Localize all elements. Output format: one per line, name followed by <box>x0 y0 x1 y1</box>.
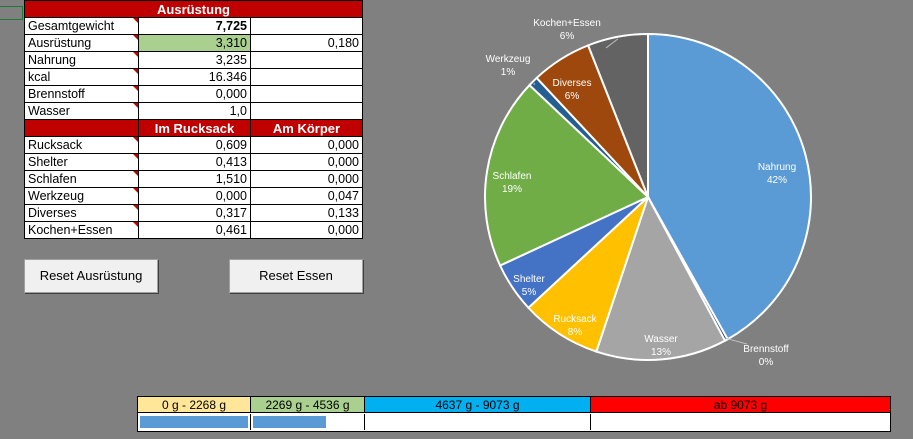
pie-label-percent: 0% <box>759 357 774 368</box>
row-value-2[interactable]: 0,180 <box>250 34 363 52</box>
pie-label-percent: 13% <box>651 347 671 358</box>
row-value-1[interactable]: 0,317 <box>138 204 251 222</box>
range-label-4: ab 9073 g <box>713 398 768 412</box>
table-title-row: Ausrüstung <box>24 0 363 18</box>
row-label[interactable]: Ausrüstung <box>24 34 139 52</box>
row-value-1[interactable]: 0,000 <box>138 85 251 103</box>
pie-slice-kochen-essen <box>586 32 649 198</box>
row-label[interactable]: Kochen+Essen <box>24 221 139 239</box>
pie-label-name: Brennstoff <box>743 344 789 355</box>
pie-label-percent: 5% <box>522 287 537 298</box>
range-cell-4: ab 9073 g <box>591 397 890 413</box>
weight-progress-fill <box>140 416 248 428</box>
table-row: kcal 16.346 <box>24 68 363 86</box>
weight-pie-chart: Nahrung 42% Brennstoff 0% Wasser 13% Rucksack 8… <box>484 18 812 368</box>
range-label-1: 0 g - 2268 g <box>161 398 227 412</box>
row-value-2[interactable] <box>250 51 363 69</box>
table-row: Ausrüstung 3,310 0,180 <box>24 34 363 52</box>
pie-label-name: Kochen+Essen <box>533 18 601 29</box>
pie-leader-line <box>605 38 619 49</box>
total-weight-value[interactable]: 7,725 <box>138 17 251 35</box>
header-empty-cell <box>24 119 139 137</box>
pie-label-name: Nahrung <box>758 162 796 173</box>
pie-slice-wasser <box>595 194 727 361</box>
pie-slice-schlafen <box>484 83 650 267</box>
pie-label-percent: 6% <box>565 91 580 102</box>
row-label[interactable]: Wasser <box>24 102 139 120</box>
row-label[interactable]: Rucksack <box>24 136 139 154</box>
gear-weight-value[interactable]: 3,310 <box>138 34 251 52</box>
table-row: Gesamtgewicht 7,725 <box>24 17 363 35</box>
pie-label-percent: 8% <box>568 327 583 338</box>
pie-label-percent: 19% <box>502 184 522 195</box>
row-value-2[interactable]: 0,000 <box>250 136 363 154</box>
row-label[interactable]: Werkzeug <box>24 187 139 205</box>
reset-food-button[interactable]: Reset Essen <box>229 259 363 293</box>
row-value-2[interactable] <box>250 85 363 103</box>
row-value-1[interactable]: 0,461 <box>138 221 251 239</box>
row-value-1[interactable]: 0,000 <box>138 187 251 205</box>
row-label[interactable]: Nahrung <box>24 51 139 69</box>
row-value-2[interactable] <box>250 102 363 120</box>
weight-progress-cell-3 <box>365 414 591 430</box>
row-value-2[interactable]: 0,047 <box>250 187 363 205</box>
pie-slice-nahrung <box>647 32 812 341</box>
weight-progress-cell-4 <box>591 414 890 430</box>
range-cell-1: 0 g - 2268 g <box>138 397 251 413</box>
row-value-1[interactable]: 16.346 <box>138 68 251 86</box>
weight-progress-cell-2 <box>251 414 365 430</box>
range-cell-3: 4637 g - 9073 g <box>365 397 591 413</box>
row-value-2[interactable]: 0,000 <box>250 170 363 188</box>
table-row: Shelter 0,413 0,000 <box>24 153 363 171</box>
pie-label-percent: 42% <box>767 175 787 186</box>
row-label[interactable]: Shelter <box>24 153 139 171</box>
equipment-table: Ausrüstung Gesamtgewicht 7,725 Ausrüstun… <box>24 0 363 239</box>
table-title: Ausrüstung <box>24 0 363 18</box>
range-label-3: 4637 g - 9073 g <box>435 398 520 412</box>
row-label[interactable]: Gesamtgewicht <box>24 17 139 35</box>
row-label[interactable]: Schlafen <box>24 170 139 188</box>
table-row: Nahrung 3,235 <box>24 51 363 69</box>
table-row: Werkzeug 0,000 0,047 <box>24 187 363 205</box>
range-label-2: 2269 g - 4536 g <box>265 398 350 412</box>
column-header-row: Im Rucksack Am Körper <box>24 119 363 137</box>
row-value-2[interactable] <box>250 17 363 35</box>
table-row: Brennstoff 0,000 <box>24 85 363 103</box>
row-value-1[interactable]: 0,413 <box>138 153 251 171</box>
table-row: Wasser 1,0 <box>24 102 363 120</box>
table-row: Schlafen 1,510 0,000 <box>24 170 363 188</box>
table-row: Rucksack 0,609 0,000 <box>24 136 363 154</box>
pie-leader-line <box>725 337 748 345</box>
cell-selection-indicator <box>0 6 23 20</box>
row-label[interactable]: Diverses <box>24 204 139 222</box>
column-header-body: Am Körper <box>250 119 363 137</box>
row-label[interactable]: kcal <box>24 68 139 86</box>
pie-label-name: Schlafen <box>493 171 532 182</box>
pie-label-name: Shelter <box>513 274 545 285</box>
row-value-2[interactable] <box>250 68 363 86</box>
pie-label-name: Wasser <box>644 334 678 345</box>
row-value-1[interactable]: 1,0 <box>138 102 251 120</box>
weight-progress-cell-1 <box>138 414 251 430</box>
reset-gear-button[interactable]: Reset Ausrüstung <box>24 259 158 293</box>
table-row: Diverses 0,317 0,133 <box>24 204 363 222</box>
pie-label-name: Rucksack <box>553 314 597 325</box>
row-value-2[interactable]: 0,000 <box>250 153 363 171</box>
row-value-1[interactable]: 1,510 <box>138 170 251 188</box>
pie-label-percent: 6% <box>560 31 575 42</box>
row-value-2[interactable]: 0,000 <box>250 221 363 239</box>
row-label[interactable]: Brennstoff <box>24 85 139 103</box>
column-header-backpack: Im Rucksack <box>138 119 251 137</box>
weight-range-legend: 0 g - 2268 g 2269 g - 4536 g 4637 g - 90… <box>137 396 891 432</box>
pie-label-name: Werkzeug <box>486 54 531 65</box>
range-cell-2: 2269 g - 4536 g <box>251 397 365 413</box>
row-value-1[interactable]: 0,609 <box>138 136 251 154</box>
pie-label-percent: 1% <box>501 67 516 78</box>
table-row: Kochen+Essen 0,461 0,000 <box>24 221 363 239</box>
row-value-1[interactable]: 3,235 <box>138 51 251 69</box>
pie-label-name: Diverses <box>553 78 592 89</box>
row-value-2[interactable]: 0,133 <box>250 204 363 222</box>
weight-progress-fill <box>253 416 326 428</box>
